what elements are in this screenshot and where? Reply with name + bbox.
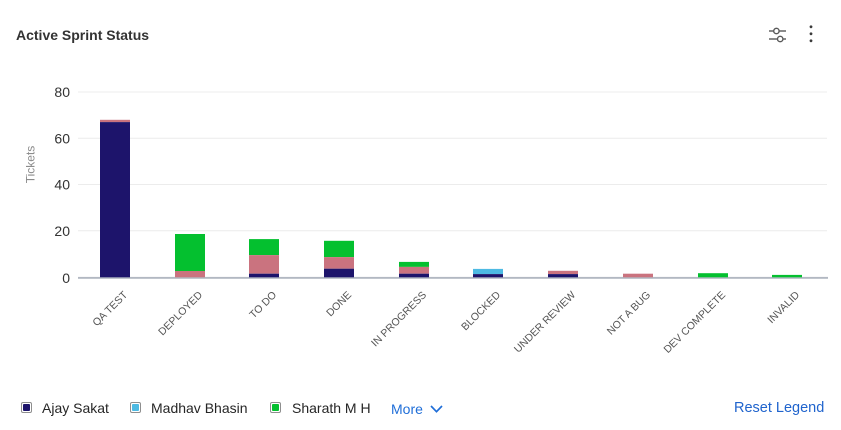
- svg-text:Tickets: Tickets: [24, 146, 38, 184]
- svg-text:TO DO: TO DO: [247, 289, 279, 321]
- svg-text:DEPLOYED: DEPLOYED: [156, 289, 205, 338]
- svg-text:DONE: DONE: [324, 289, 354, 319]
- svg-text:IN PROGRESS: IN PROGRESS: [369, 289, 429, 349]
- svg-text:80: 80: [54, 84, 70, 100]
- svg-text:NOT A BUG: NOT A BUG: [605, 289, 653, 337]
- svg-text:INVALID: INVALID: [765, 289, 802, 326]
- svg-text:40: 40: [54, 177, 70, 193]
- svg-text:QA TEST: QA TEST: [90, 289, 130, 329]
- svg-text:DEV COMPLETE: DEV COMPLETE: [661, 289, 728, 356]
- svg-text:BLOCKED: BLOCKED: [459, 289, 503, 333]
- svg-text:20: 20: [54, 223, 70, 239]
- svg-text:60: 60: [54, 130, 70, 146]
- svg-text:UNDER REVIEW: UNDER REVIEW: [512, 289, 578, 355]
- svg-text:0: 0: [62, 270, 70, 286]
